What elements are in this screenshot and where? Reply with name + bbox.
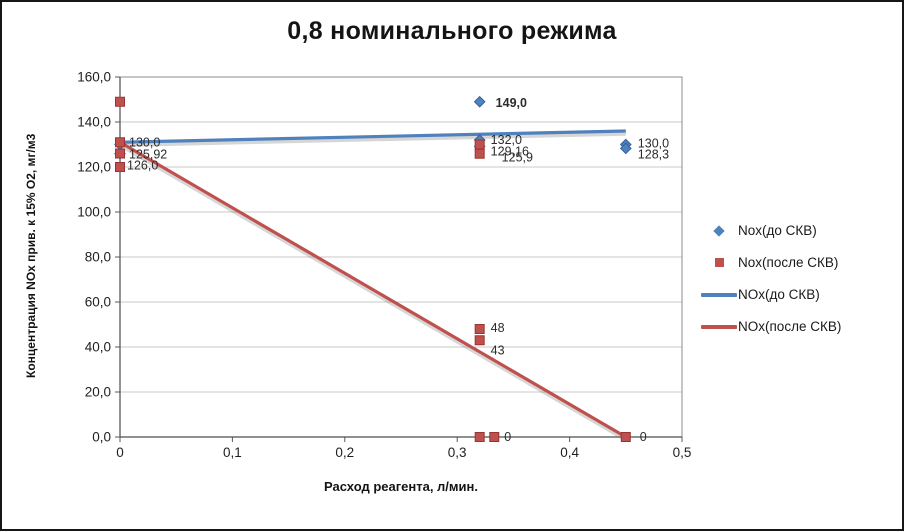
y-tick-label: 160,0	[77, 70, 111, 85]
legend-marker-line-icon	[701, 292, 737, 297]
legend-label: Nox(до СКВ)	[738, 223, 817, 238]
marker-square	[115, 162, 125, 172]
chart-title: 0,8 номинального режима	[287, 17, 617, 45]
x-tick-label: 0,3	[448, 445, 467, 460]
marker-square	[474, 148, 485, 159]
legend: Nox(до СКВ) Nox(после СКВ) NOx(до СКВ) NOx(…	[700, 223, 841, 334]
legend-item: NOx(до СКВ)	[700, 287, 841, 302]
marker-diamond	[619, 142, 632, 155]
data-label: 132,0	[491, 133, 522, 147]
marker-square	[474, 139, 485, 150]
marker-square	[115, 137, 125, 148]
data-label: 126,0	[127, 159, 158, 173]
marker-square	[474, 432, 485, 442]
x-tick-label: 0,1	[223, 445, 242, 460]
marker-square	[620, 432, 631, 442]
x-tick-label: 0,5	[673, 445, 692, 460]
marker-diamond	[473, 95, 486, 108]
series-line	[119, 129, 626, 144]
y-tick-label: 0,0	[92, 430, 111, 445]
legend-marker-diamond-icon	[713, 224, 725, 237]
series-line-shadow	[119, 132, 626, 147]
y-tick-label: 80,0	[85, 250, 111, 265]
data-label: 43	[491, 343, 505, 357]
data-label: 128,3	[638, 147, 669, 161]
y-tick-label: 140,0	[77, 115, 111, 130]
legend-label: NOx(после СКВ)	[738, 319, 842, 334]
legend-marker-line-icon	[701, 324, 737, 329]
legend-swatch	[700, 224, 738, 237]
marker-square	[489, 432, 500, 442]
legend-label: NOx(до СКВ)	[738, 287, 820, 302]
data-label: 125,92	[129, 148, 167, 162]
data-label: 149,0	[496, 96, 527, 110]
x-tick-label: 0,4	[560, 445, 579, 460]
legend-label: Nox(после СКВ)	[738, 255, 839, 270]
x-axis-title: Расход реагента, л/мин.	[324, 479, 478, 494]
marker-square	[115, 148, 125, 159]
legend-swatch	[700, 258, 738, 267]
data-label: 0	[640, 430, 647, 444]
y-tick-label: 60,0	[85, 295, 111, 310]
data-label: 129,16	[491, 144, 529, 158]
marker-square	[474, 335, 485, 346]
data-label: 130,0	[129, 136, 160, 150]
legend-swatch	[700, 324, 738, 329]
y-tick-label: 40,0	[85, 340, 111, 355]
y-tick-label: 100,0	[77, 205, 111, 220]
legend-marker-square-icon	[714, 258, 724, 267]
data-label: 125,9	[502, 151, 533, 165]
y-tick-label: 20,0	[85, 385, 111, 400]
y-tick-label: 120,0	[77, 160, 111, 175]
legend-item: Nox(до СКВ)	[700, 223, 841, 238]
series-line	[119, 140, 627, 439]
data-label: 130,0	[638, 137, 669, 151]
legend-swatch	[700, 292, 738, 297]
x-tick-label: 0	[116, 445, 124, 460]
x-tick-label: 0,2	[335, 445, 354, 460]
data-label: 48	[491, 321, 505, 335]
marker-square	[115, 96, 125, 107]
legend-item: Nox(после СКВ)	[700, 255, 841, 270]
series-line-shadow	[119, 143, 627, 442]
legend-item: NOx(после СКВ)	[700, 319, 841, 334]
data-label: 0	[504, 430, 511, 444]
marker-square	[474, 324, 485, 334]
